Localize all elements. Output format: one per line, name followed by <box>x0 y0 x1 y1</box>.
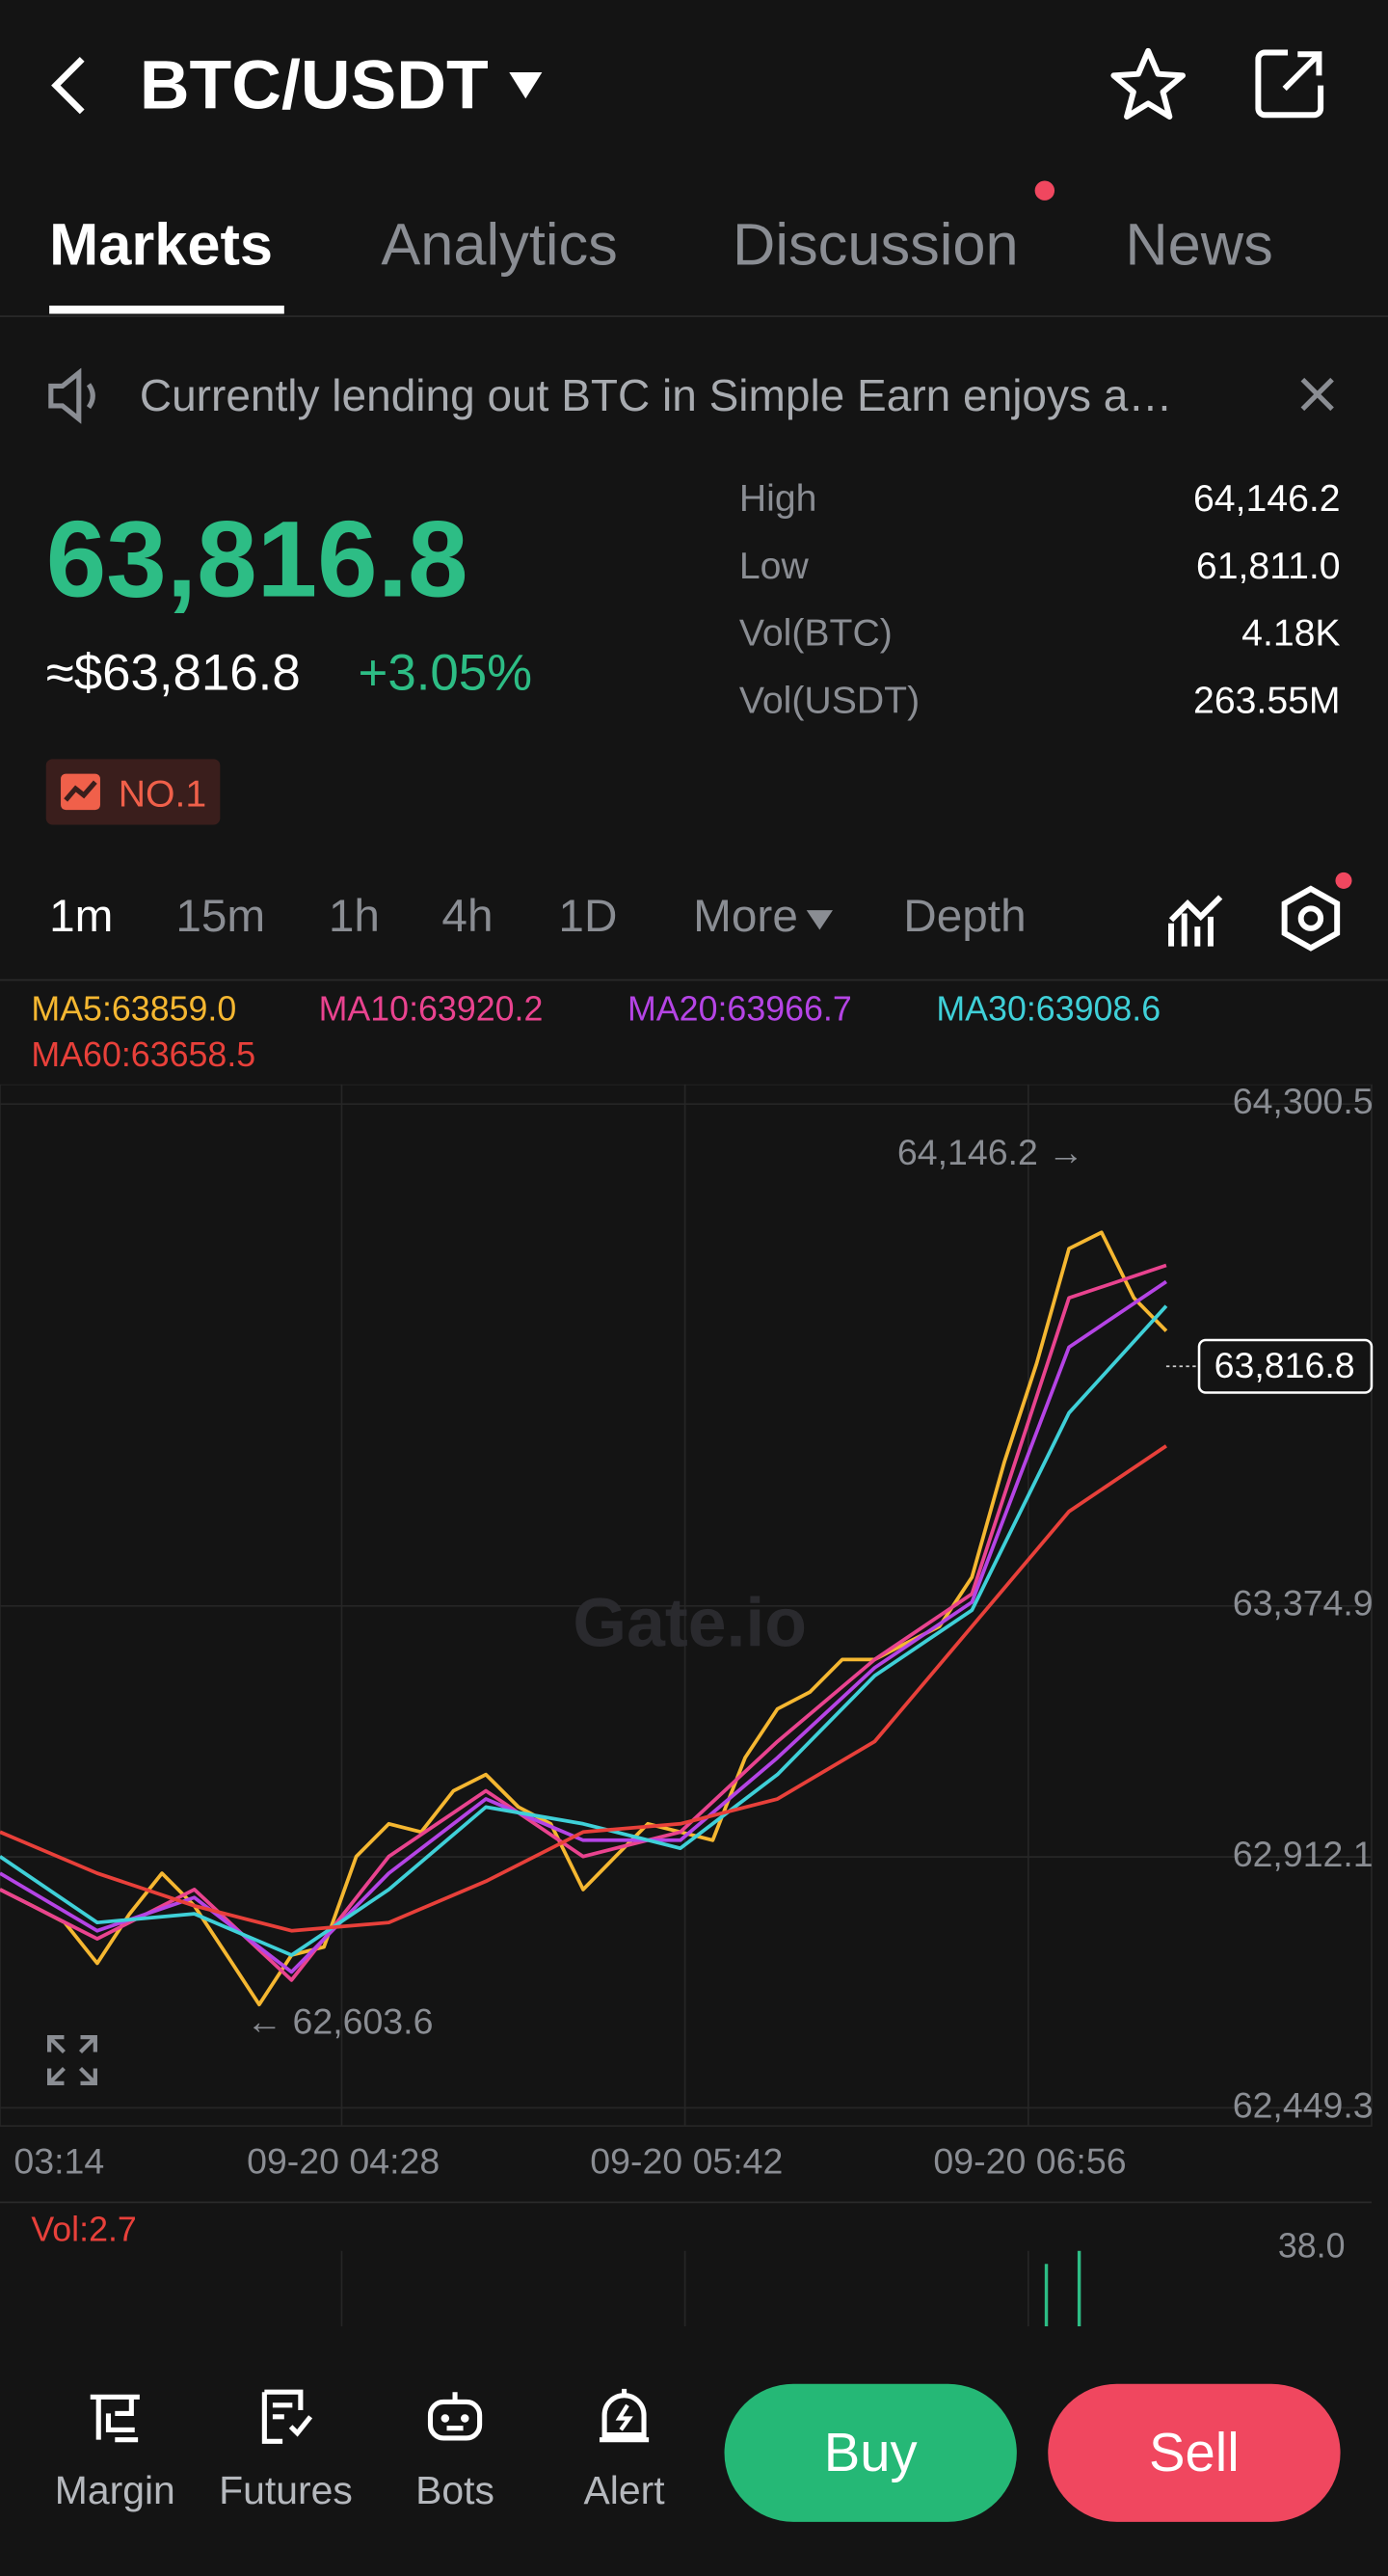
x-tick-label: 03:14 <box>13 2140 105 2183</box>
buy-button[interactable]: Buy <box>724 2383 1017 2522</box>
tab-underline <box>49 305 284 314</box>
volume-bar <box>1077 2250 1081 2327</box>
rank-icon <box>61 773 100 811</box>
alert-icon <box>600 2388 650 2443</box>
interval[interactable]: 1D <box>558 890 618 942</box>
change-percent: +3.05% <box>358 644 533 702</box>
close-icon[interactable] <box>1297 375 1337 415</box>
settings-icon[interactable] <box>1278 884 1344 953</box>
futures-icon <box>261 2389 313 2444</box>
y-tick-label: 62,449.3 <box>1233 2084 1374 2125</box>
interval[interactable]: 15m <box>175 890 266 942</box>
volume-label: Vol:2.7 <box>31 2211 137 2249</box>
more-arrow[interactable] <box>802 907 838 933</box>
stat-label: Vol(BTC) <box>738 610 893 655</box>
nav-label[interactable]: Futures <box>219 2469 353 2514</box>
stat-value: 263.55M <box>1193 678 1341 722</box>
speaker-icon <box>48 367 95 424</box>
tab[interactable]: News <box>1125 210 1273 278</box>
stat-value: 64,146.2 <box>1193 476 1341 520</box>
notification-dot <box>1335 872 1352 889</box>
divider <box>0 2201 1372 2204</box>
stat-value: 61,811.0 <box>1195 544 1341 587</box>
nav-label[interactable]: Alert <box>583 2469 665 2514</box>
volume-bar <box>1044 2264 1049 2327</box>
y-tick-label: 62,912.1 <box>1233 1834 1374 1874</box>
margin-icon <box>90 2394 140 2443</box>
interval[interactable]: More <box>693 890 798 942</box>
ma-line <box>0 1263 1167 1982</box>
stat-label: Vol(USDT) <box>738 678 921 722</box>
legend-entry: MA30:63908.6 <box>936 990 1161 1029</box>
x-tick-label: 09-20 06:56 <box>933 2140 1127 2183</box>
interval[interactable]: 1m <box>49 890 114 942</box>
x-tick-label: 09-20 05:42 <box>590 2140 784 2183</box>
volume-chart <box>340 2250 1081 2327</box>
last-price-box <box>1197 1338 1374 1394</box>
legend-entry: MA5:63859.0 <box>31 990 237 1029</box>
high-label: 64,146.2 → <box>897 1132 1084 1172</box>
favorite-icon[interactable] <box>1110 46 1186 121</box>
last-price-label: 63,816.8 <box>1214 1345 1355 1385</box>
dropdown-icon[interactable] <box>506 69 546 102</box>
ma-line <box>0 1444 1167 1933</box>
indicator-icon[interactable] <box>1166 891 1225 950</box>
tab[interactable]: Markets <box>49 210 274 278</box>
interval[interactable]: 1h <box>328 890 380 942</box>
back-icon[interactable] <box>46 53 93 119</box>
tab[interactable]: Analytics <box>381 210 618 278</box>
tab[interactable]: Discussion <box>733 210 1019 278</box>
banner-text[interactable]: Currently lending out BTC in Simple Earn… <box>139 371 1173 421</box>
bots-icon <box>427 2392 483 2441</box>
y-tick-label: 64,300.5 <box>1233 1085 1374 1121</box>
ma-line <box>0 1304 1168 1957</box>
ma-line <box>0 1279 1167 1974</box>
pair-title[interactable]: BTC/USDT <box>139 45 489 123</box>
volume-max: 38.0 <box>1277 2227 1346 2267</box>
nav-label[interactable]: Margin <box>54 2469 175 2514</box>
interval[interactable]: Depth <box>903 890 1027 942</box>
fullscreen-icon[interactable] <box>46 2034 99 2087</box>
stat-label: High <box>738 476 817 520</box>
stat-label: Low <box>738 544 809 587</box>
legend-entry: MA20:63966.7 <box>627 990 852 1029</box>
share-icon[interactable] <box>1252 46 1327 121</box>
legend-entry: MA60:63658.5 <box>31 1036 256 1075</box>
notification-dot <box>1034 180 1055 201</box>
badge-text: NO.1 <box>118 771 207 816</box>
divider <box>0 315 1388 317</box>
y-tick-label: 63,374.9 <box>1233 1583 1374 1623</box>
nav-label[interactable]: Bots <box>415 2469 494 2514</box>
low-label: ← 62,603.6 <box>247 2001 434 2042</box>
divider <box>0 979 1388 981</box>
interval[interactable]: 4h <box>441 890 494 942</box>
usd-price: ≈$63,816.8 <box>45 644 301 702</box>
last-price: 63,816.8 <box>45 497 468 620</box>
sell-button[interactable]: Sell <box>1048 2383 1341 2522</box>
x-tick-label: 09-20 04:28 <box>247 2140 440 2183</box>
stat-value: 4.18K <box>1241 610 1341 655</box>
legend-entry: MA10:63920.2 <box>318 990 544 1029</box>
price-chart: 62,449.3 62,912.1 63,374.9 64,300.5 Gate.io 6… <box>0 1084 1374 2128</box>
watermark: Gate.io <box>573 1585 807 1662</box>
